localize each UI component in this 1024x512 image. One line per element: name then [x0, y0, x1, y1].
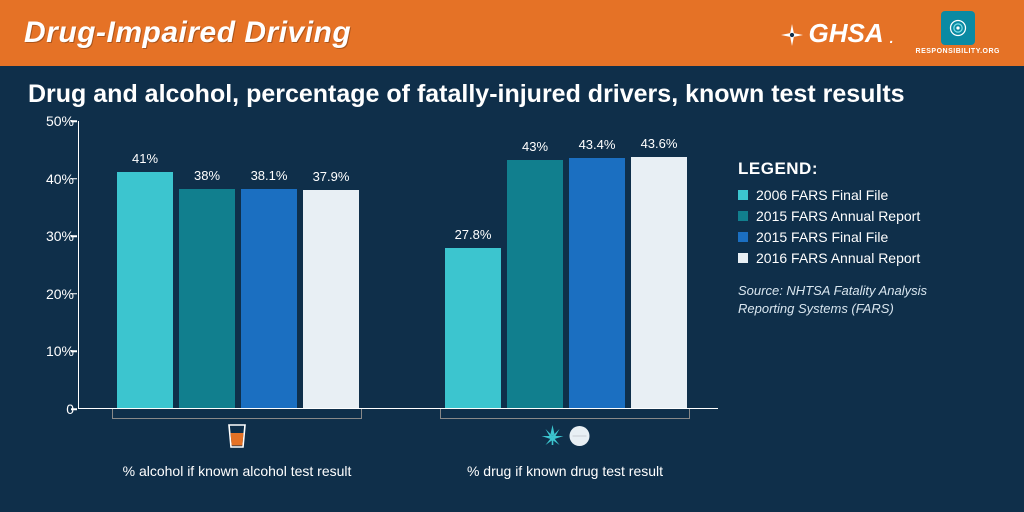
content-area: Drug and alcohol, percentage of fatally-… [0, 66, 1024, 427]
legend-swatch [738, 232, 748, 242]
legend-label: 2015 FARS Final File [756, 229, 888, 245]
bar: 37.9% [303, 190, 359, 408]
y-tick-mark [71, 120, 77, 122]
x-brackets [78, 409, 718, 421]
legend-item: 2015 FARS Annual Report [738, 208, 968, 224]
group-bracket [112, 409, 362, 419]
legend: LEGEND: 2006 FARS Final File 2015 FARS An… [738, 117, 968, 427]
y-tick-mark [71, 293, 77, 295]
y-tick-label: 10% [28, 343, 74, 359]
y-tick-label: 30% [28, 228, 74, 244]
compass-icon [781, 22, 803, 44]
bar-value-label: 38% [194, 168, 220, 183]
y-tick-label: 0 [28, 401, 74, 417]
responsibility-icon [941, 11, 975, 45]
y-tick-label: 40% [28, 171, 74, 187]
bar-value-label: 37.9% [313, 169, 350, 184]
legend-item: 2015 FARS Final File [738, 229, 968, 245]
bar: 38% [179, 189, 235, 408]
bar: 43.4% [569, 158, 625, 408]
y-tick-mark [71, 408, 77, 410]
responsibility-logo-text: RESPONSIBILITY.ORG [916, 48, 1000, 55]
responsibility-logo: RESPONSIBILITY.ORG [916, 11, 1000, 55]
source-text: Source: NHTSA Fatality Analysis Reportin… [738, 282, 968, 317]
y-tick-label: 20% [28, 286, 74, 302]
header-bar: Drug-Impaired Driving GHSA. RESPONSIBILI… [0, 0, 1024, 66]
page-header-title: Drug-Impaired Driving [24, 16, 351, 50]
chart-wrap: 41%38%38.1%37.9%27.8%43%43.4%43.6% % alc… [28, 117, 996, 427]
bar-value-label: 38.1% [251, 168, 288, 183]
bar-value-label: 43.6% [641, 136, 678, 151]
legend-label: 2016 FARS Annual Report [756, 250, 920, 266]
legend-item: 2006 FARS Final File [738, 187, 968, 203]
legend-label: 2015 FARS Annual Report [756, 208, 920, 224]
bar-value-label: 41% [132, 151, 158, 166]
chart-title: Drug and alcohol, percentage of fatally-… [28, 80, 996, 109]
x-icons [78, 423, 718, 457]
bar: 43% [507, 160, 563, 408]
bar-value-label: 43% [522, 139, 548, 154]
pill-icon [569, 425, 591, 447]
legend-title: LEGEND: [738, 159, 968, 179]
bar-value-label: 27.8% [455, 227, 492, 242]
bar-group: 41%38%38.1%37.9% [117, 172, 359, 408]
group-label: % alcohol if known alcohol test result [123, 463, 352, 479]
y-tick-mark [71, 235, 77, 237]
ghsa-logo-text: GHSA [809, 18, 884, 49]
alcohol-icon [226, 423, 248, 449]
bar-container: 41%38%38.1%37.9%27.8%43%43.4%43.6% [79, 121, 718, 408]
legend-label: 2006 FARS Final File [756, 187, 888, 203]
group-icon [540, 423, 591, 449]
ghsa-logo: GHSA. [781, 18, 894, 49]
bar-value-label: 43.4% [579, 137, 616, 152]
plot-area: 41%38%38.1%37.9%27.8%43%43.4%43.6% [78, 121, 718, 409]
leaf-icon [540, 423, 566, 449]
group-bracket [440, 409, 690, 419]
bar: 43.6% [631, 157, 687, 408]
group-label: % drug if known drug test result [467, 463, 663, 479]
legend-item: 2016 FARS Annual Report [738, 250, 968, 266]
y-tick-mark [71, 178, 77, 180]
bar: 27.8% [445, 248, 501, 408]
y-tick-mark [71, 351, 77, 353]
bar-chart: 41%38%38.1%37.9%27.8%43%43.4%43.6% % alc… [28, 117, 718, 427]
header-logos: GHSA. RESPONSIBILITY.ORG [781, 11, 1000, 55]
bar: 41% [117, 172, 173, 408]
y-tick-label: 50% [28, 113, 74, 129]
legend-items: 2006 FARS Final File 2015 FARS Annual Rep… [738, 187, 968, 266]
legend-swatch [738, 190, 748, 200]
legend-swatch [738, 253, 748, 263]
bar: 38.1% [241, 189, 297, 408]
bar-group: 27.8%43%43.4%43.6% [445, 157, 687, 408]
legend-swatch [738, 211, 748, 221]
group-icon [226, 423, 248, 449]
